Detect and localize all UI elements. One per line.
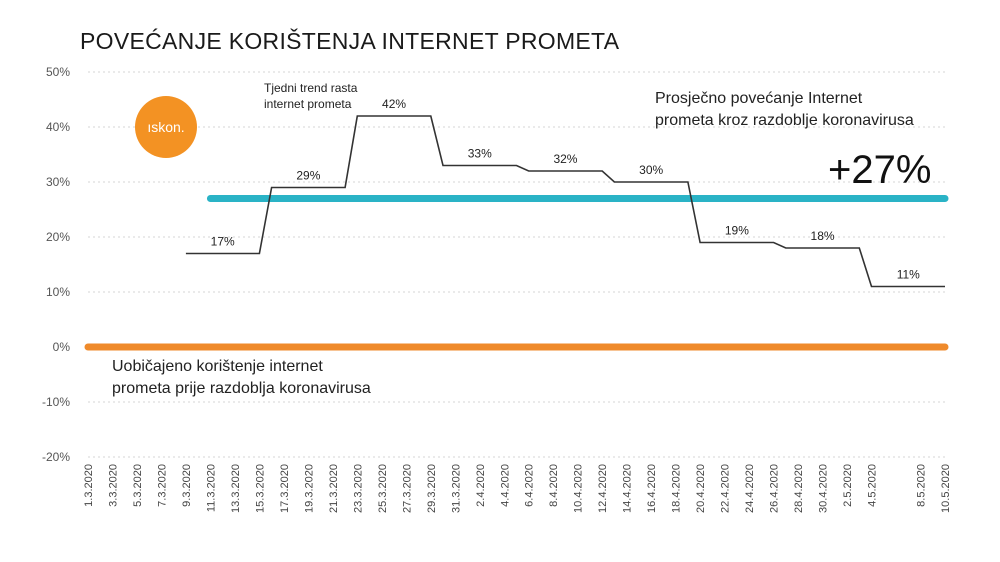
data-label: 18% (811, 229, 835, 243)
x-tick-label: 23.3.2020 (352, 464, 364, 513)
x-tick-label: 4.4.2020 (499, 464, 511, 507)
x-tick-label: 2.5.2020 (842, 464, 854, 507)
x-tick-label: 11.3.2020 (205, 464, 217, 512)
x-tick-label: 30.4.2020 (818, 464, 830, 513)
x-tick-label: 10.4.2020 (573, 464, 585, 513)
x-tick-label: 3.3.2020 (107, 464, 119, 507)
series (185, 115, 945, 288)
x-tick-label: 8.5.2020 (916, 464, 928, 507)
logo-text: ıskon. (147, 119, 184, 135)
x-tick-label: 1.3.2020 (83, 464, 95, 507)
x-tick-label: 10.5.2020 (940, 464, 952, 513)
x-tick-label: 26.4.2020 (769, 464, 781, 513)
x-tick-label: 14.4.2020 (622, 464, 634, 513)
weekly-trend-line-1: Tjedni trend rasta (264, 81, 358, 95)
x-tick-label: 15.3.2020 (254, 464, 266, 513)
logo-badge (135, 96, 197, 158)
data-label: 42% (382, 97, 406, 111)
data-label: 32% (553, 152, 577, 166)
y-tick-label: 0% (53, 340, 71, 354)
y-tick-label: 30% (46, 175, 70, 189)
average-text-line-1: Prosječno povećanje Internet (655, 90, 863, 107)
average-value: +27% (828, 148, 931, 192)
trend-line (185, 115, 945, 288)
x-tick-label: 7.3.2020 (156, 464, 168, 507)
chart-title: POVEĆANJE KORIŠTENJA INTERNET PROMETA (80, 28, 620, 54)
grid (88, 71, 945, 458)
x-tick-label: 25.3.2020 (377, 464, 389, 513)
x-tick-label: 29.3.2020 (426, 464, 438, 513)
x-tick-label: 13.3.2020 (230, 464, 242, 513)
x-tick-label: 4.5.2020 (867, 464, 879, 507)
x-tick-label: 21.3.2020 (328, 464, 340, 513)
y-tick-label: 20% (46, 230, 70, 244)
y-tick-label: 50% (46, 65, 70, 79)
x-tick-label: 24.4.2020 (744, 464, 756, 513)
x-tick-label: 31.3.2020 (450, 464, 462, 513)
weekly-trend-line-2: internet prometa (264, 97, 352, 111)
x-tick-label: 27.3.2020 (401, 464, 413, 513)
x-axis-ticks: 1.3.2020 3.3.2020 5.3.2020 7.3.2020 9.3.2020… (83, 464, 952, 513)
x-tick-label: 9.3.2020 (181, 464, 193, 507)
x-tick-label: 18.4.2020 (671, 464, 683, 513)
x-tick-label: 8.4.2020 (548, 464, 560, 507)
x-tick-label: 22.4.2020 (720, 464, 732, 513)
x-tick-label: 19.3.2020 (303, 464, 315, 513)
baseline-text-line-1: Uobičajeno korištenje internet (112, 358, 323, 375)
x-tick-label: 12.4.2020 (597, 464, 609, 513)
data-label: 11% (897, 268, 920, 282)
data-label: 29% (296, 169, 320, 183)
data-labels: 17% 29% 42% 33% 32% 30% 19% 18% 11% (211, 97, 921, 282)
x-tick-label: 2.4.2020 (475, 464, 487, 507)
logo: ıskon. (135, 96, 197, 158)
average-text-line-2: prometa kroz razdoblje koronavirusa (655, 112, 914, 129)
y-tick-label: -20% (42, 450, 70, 464)
data-label: 19% (725, 224, 749, 238)
x-tick-label: 28.4.2020 (793, 464, 805, 513)
x-tick-label: 6.4.2020 (524, 464, 536, 507)
data-label: 17% (211, 235, 235, 249)
x-tick-label: 16.4.2020 (646, 464, 658, 513)
y-tick-label: -10% (42, 395, 70, 409)
x-tick-label: 17.3.2020 (279, 464, 291, 513)
y-tick-label: 10% (46, 285, 70, 299)
x-tick-label: 20.4.2020 (695, 464, 707, 513)
x-tick-label: 5.3.2020 (132, 464, 144, 507)
reference-lines (84, 195, 949, 351)
data-label: 30% (639, 163, 663, 177)
baseline-text-line-2: prometa prije razdoblja koronavirusa (112, 380, 371, 397)
data-label: 33% (468, 147, 492, 161)
y-tick-label: 40% (46, 120, 70, 134)
y-axis-ticks: -20% -10% 0% 10% 20% 30% 40% 50% (42, 65, 70, 464)
